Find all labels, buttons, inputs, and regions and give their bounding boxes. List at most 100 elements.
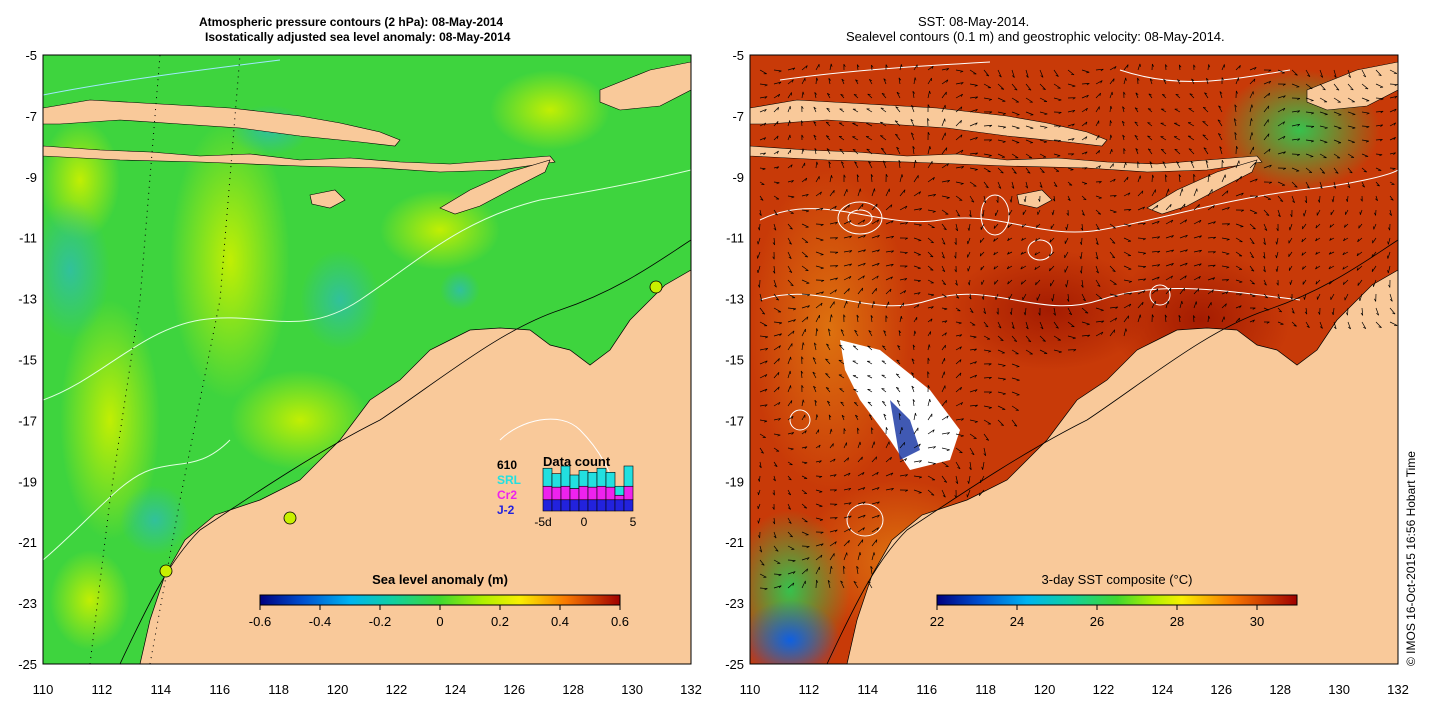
velocity-arrow [912,344,916,351]
velocity-arrow [773,401,781,407]
velocity-arrow [1277,307,1283,313]
velocity-arrow [759,419,768,423]
velocity-arrow [1193,174,1196,183]
velocity-arrow [1235,145,1239,155]
velocity-arrow [829,443,834,449]
velocity-arrow [1263,119,1269,127]
velocity-arrow [983,195,987,204]
velocity-arrow [1137,77,1140,85]
velocity-arrow [1161,108,1167,113]
velocity-arrow [913,77,917,85]
velocity-arrow [968,293,972,300]
velocity-arrow [1123,176,1129,183]
velocity-arrow [1375,69,1382,77]
velocity-arrow [787,195,795,199]
velocity-arrow [1358,223,1363,229]
velocity-arrow [1025,97,1033,103]
velocity-arrow [1333,181,1337,189]
velocity-arrow [913,64,918,71]
velocity-arrow [899,427,903,435]
velocity-arrow [787,223,793,230]
velocity-arrow [787,385,792,393]
velocity-arrow [969,335,977,339]
velocity-arrow [1038,195,1041,202]
velocity-arrow [772,503,775,510]
velocity-arrow [1067,195,1071,201]
velocity-arrow [1095,223,1100,231]
velocity-arrow [759,167,766,171]
velocity-arrow [867,93,873,99]
velocity-arrow [1277,95,1286,99]
velocity-arrow [1164,314,1168,323]
velocity-arrow [1053,321,1059,329]
velocity-arrow [1135,148,1139,155]
velocity-arrow [1122,106,1125,113]
velocity-arrow [787,307,797,311]
velocity-arrow [927,293,935,297]
velocity-arrow [1342,265,1349,270]
velocity-arrow [1137,190,1144,197]
velocity-arrow [1137,314,1142,323]
velocity-arrow [1361,139,1369,143]
velocity-arrow [1095,135,1100,141]
velocity-arrow [772,517,776,525]
velocity-arrow [1347,167,1353,174]
velocity-arrow [1007,237,1013,241]
velocity-arrow [1123,251,1132,257]
velocity-arrow [840,161,845,169]
velocity-arrow [813,385,817,393]
velocity-arrow [1095,293,1103,300]
velocity-arrow [1067,349,1077,352]
data-count-bar-cr2 [542,485,553,501]
velocity-arrow [1235,251,1243,257]
velocity-arrow [983,433,990,441]
velocity-arrow [759,69,767,75]
velocity-arrow [1067,69,1075,76]
velocity-arrow [1202,134,1209,141]
latitude-tick-label: -13 [18,292,37,307]
velocity-arrow [1361,321,1367,330]
velocity-arrow [1291,97,1301,101]
velocity-arrow [885,220,894,225]
velocity-arrow [895,133,901,141]
velocity-arrow [773,345,781,351]
velocity-arrow [955,279,958,286]
velocity-arrow [927,146,931,155]
velocity-arrow [896,91,901,99]
sla-colorbar-ticks: -0.6 -0.4 -0.2 0 0.2 0.4 0.6 [249,605,629,629]
velocity-arrow [980,475,985,483]
velocity-arrow [941,118,946,127]
velocity-arrow [857,427,860,435]
velocity-arrow [1009,307,1013,315]
velocity-arrow [1207,221,1216,225]
velocity-arrow [894,120,901,127]
velocity-arrow [927,265,934,271]
velocity-arrow [969,181,977,187]
velocity-arrow [1319,153,1327,159]
velocity-arrow [1123,303,1132,309]
velocity-arrow [1151,250,1161,254]
data-count-bar-j2 [578,499,589,512]
velocity-arrow [1347,181,1351,189]
velocity-arrow [868,161,873,169]
velocity-arrow [1011,363,1020,368]
velocity-arrow [1020,265,1027,270]
velocity-arrow [801,517,808,523]
velocity-arrow [880,121,887,127]
velocity-arrow [1249,178,1258,183]
velocity-arrow [882,160,887,169]
data-count-title: Data count [543,454,611,469]
velocity-arrow [825,358,831,365]
velocity-arrow [955,321,962,325]
velocity-arrow [871,275,879,281]
velocity-arrow [1277,195,1284,202]
velocity-arrow [885,173,888,183]
velocity-arrow [1123,77,1127,85]
colorbar-tick-label: 0.4 [551,614,569,629]
latitude-tick-label: -19 [18,474,37,489]
velocity-arrow [813,121,817,127]
longitude-tick-label: 124 [1152,682,1174,697]
right-title-line2: Sealevel contours (0.1 m) and geostrophi… [846,29,1225,44]
velocity-arrow [955,359,962,365]
data-count-bar-j2 [614,499,625,512]
